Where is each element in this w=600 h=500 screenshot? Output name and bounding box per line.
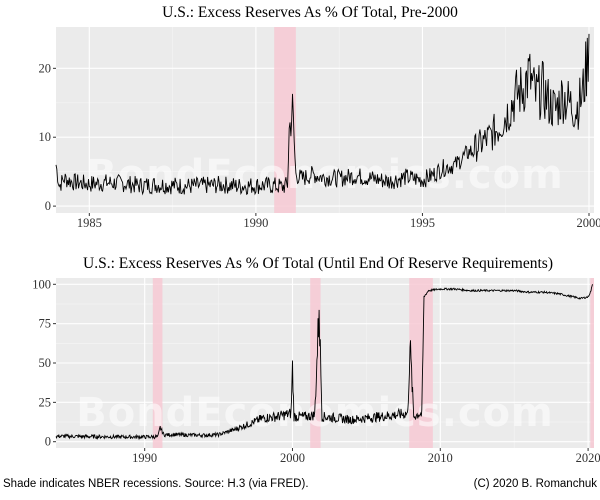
panel-2-recessions [152, 278, 594, 448]
recession-band [310, 278, 321, 448]
x-tick-label: 2000 [577, 216, 600, 230]
panel-1-series-line [55, 33, 590, 196]
recession-band [274, 27, 296, 213]
panel-2-grid [56, 278, 594, 448]
y-tick-label: 0 [45, 435, 51, 449]
chart-title-pre-2000: U.S.: Excess Reserves As % Of Total, Pre… [162, 4, 458, 21]
y-tick-label: 100 [32, 277, 51, 291]
x-tick-label: 1985 [77, 216, 102, 230]
y-tick-label: 75 [39, 317, 52, 331]
x-tick-label: 2000 [280, 451, 305, 465]
recession-band [409, 278, 433, 448]
panel-2-series-line [55, 284, 593, 441]
x-tick-label: 1990 [243, 216, 268, 230]
footer-source: Shade indicates NBER recessions. Source:… [3, 478, 309, 490]
x-tick-label: 1995 [410, 216, 435, 230]
panel-2-axis-ticks: 1990 2000 2010 2020 0 25 50 75 100 [32, 277, 600, 465]
y-tick-label: 0 [45, 199, 51, 213]
recession-band [590, 278, 594, 448]
y-tick-label: 20 [39, 61, 52, 75]
y-tick-label: 50 [39, 356, 52, 370]
footer-copyright: (C) 2020 B. Romanchuk [474, 478, 598, 490]
chart-title-until-end: U.S.: Excess Reserves As % Of Total (Unt… [83, 255, 553, 272]
x-tick-label: 2020 [576, 451, 600, 465]
x-tick-label: 1990 [132, 451, 157, 465]
recession-band [152, 278, 163, 448]
watermark-1: BondEconomics.com [86, 152, 564, 198]
panel-1-recessions [274, 27, 296, 213]
x-tick-label: 2010 [428, 451, 453, 465]
y-tick-label: 25 [39, 395, 52, 409]
y-tick-label: 10 [39, 130, 52, 144]
panel-1-axis-ticks: 1985 1990 1995 2000 0 10 20 [39, 61, 600, 230]
